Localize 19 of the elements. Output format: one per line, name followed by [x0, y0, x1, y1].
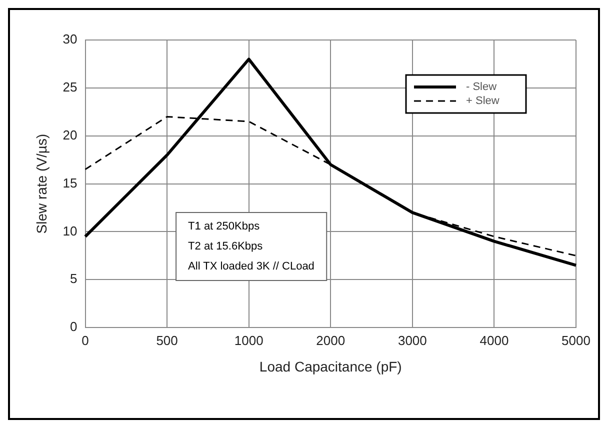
x-tick-label: 2000: [316, 332, 346, 348]
y-tick-label: 25: [62, 80, 78, 95]
legend-label: + Slew: [466, 95, 500, 108]
x-tick-label: 500: [156, 332, 178, 348]
annotation: T1 at 250Kbps T2 at 15.6Kbps All TX loaded 3K // CLoad: [188, 220, 314, 273]
y-tick-label: 10: [62, 223, 78, 238]
y-axis-title: Slew rate (V/µs): [33, 134, 50, 234]
y-tick-label: 15: [62, 175, 78, 190]
x-axis-title: Load Capacitance (pF): [259, 358, 402, 374]
y-tick-label: 20: [62, 127, 78, 142]
legend-label: - Slew: [466, 81, 497, 94]
x-tick-label: 1000: [234, 332, 264, 348]
y-tick-label: 0: [70, 319, 78, 334]
x-tick-label: 5000: [562, 332, 590, 348]
x-tick-label: 4000: [480, 332, 509, 348]
y-tick-label: 30: [62, 32, 78, 47]
y-tick-label: 5: [70, 271, 78, 286]
x-tick-label: 0: [82, 332, 89, 348]
x-tick-label: 3000: [398, 332, 427, 348]
